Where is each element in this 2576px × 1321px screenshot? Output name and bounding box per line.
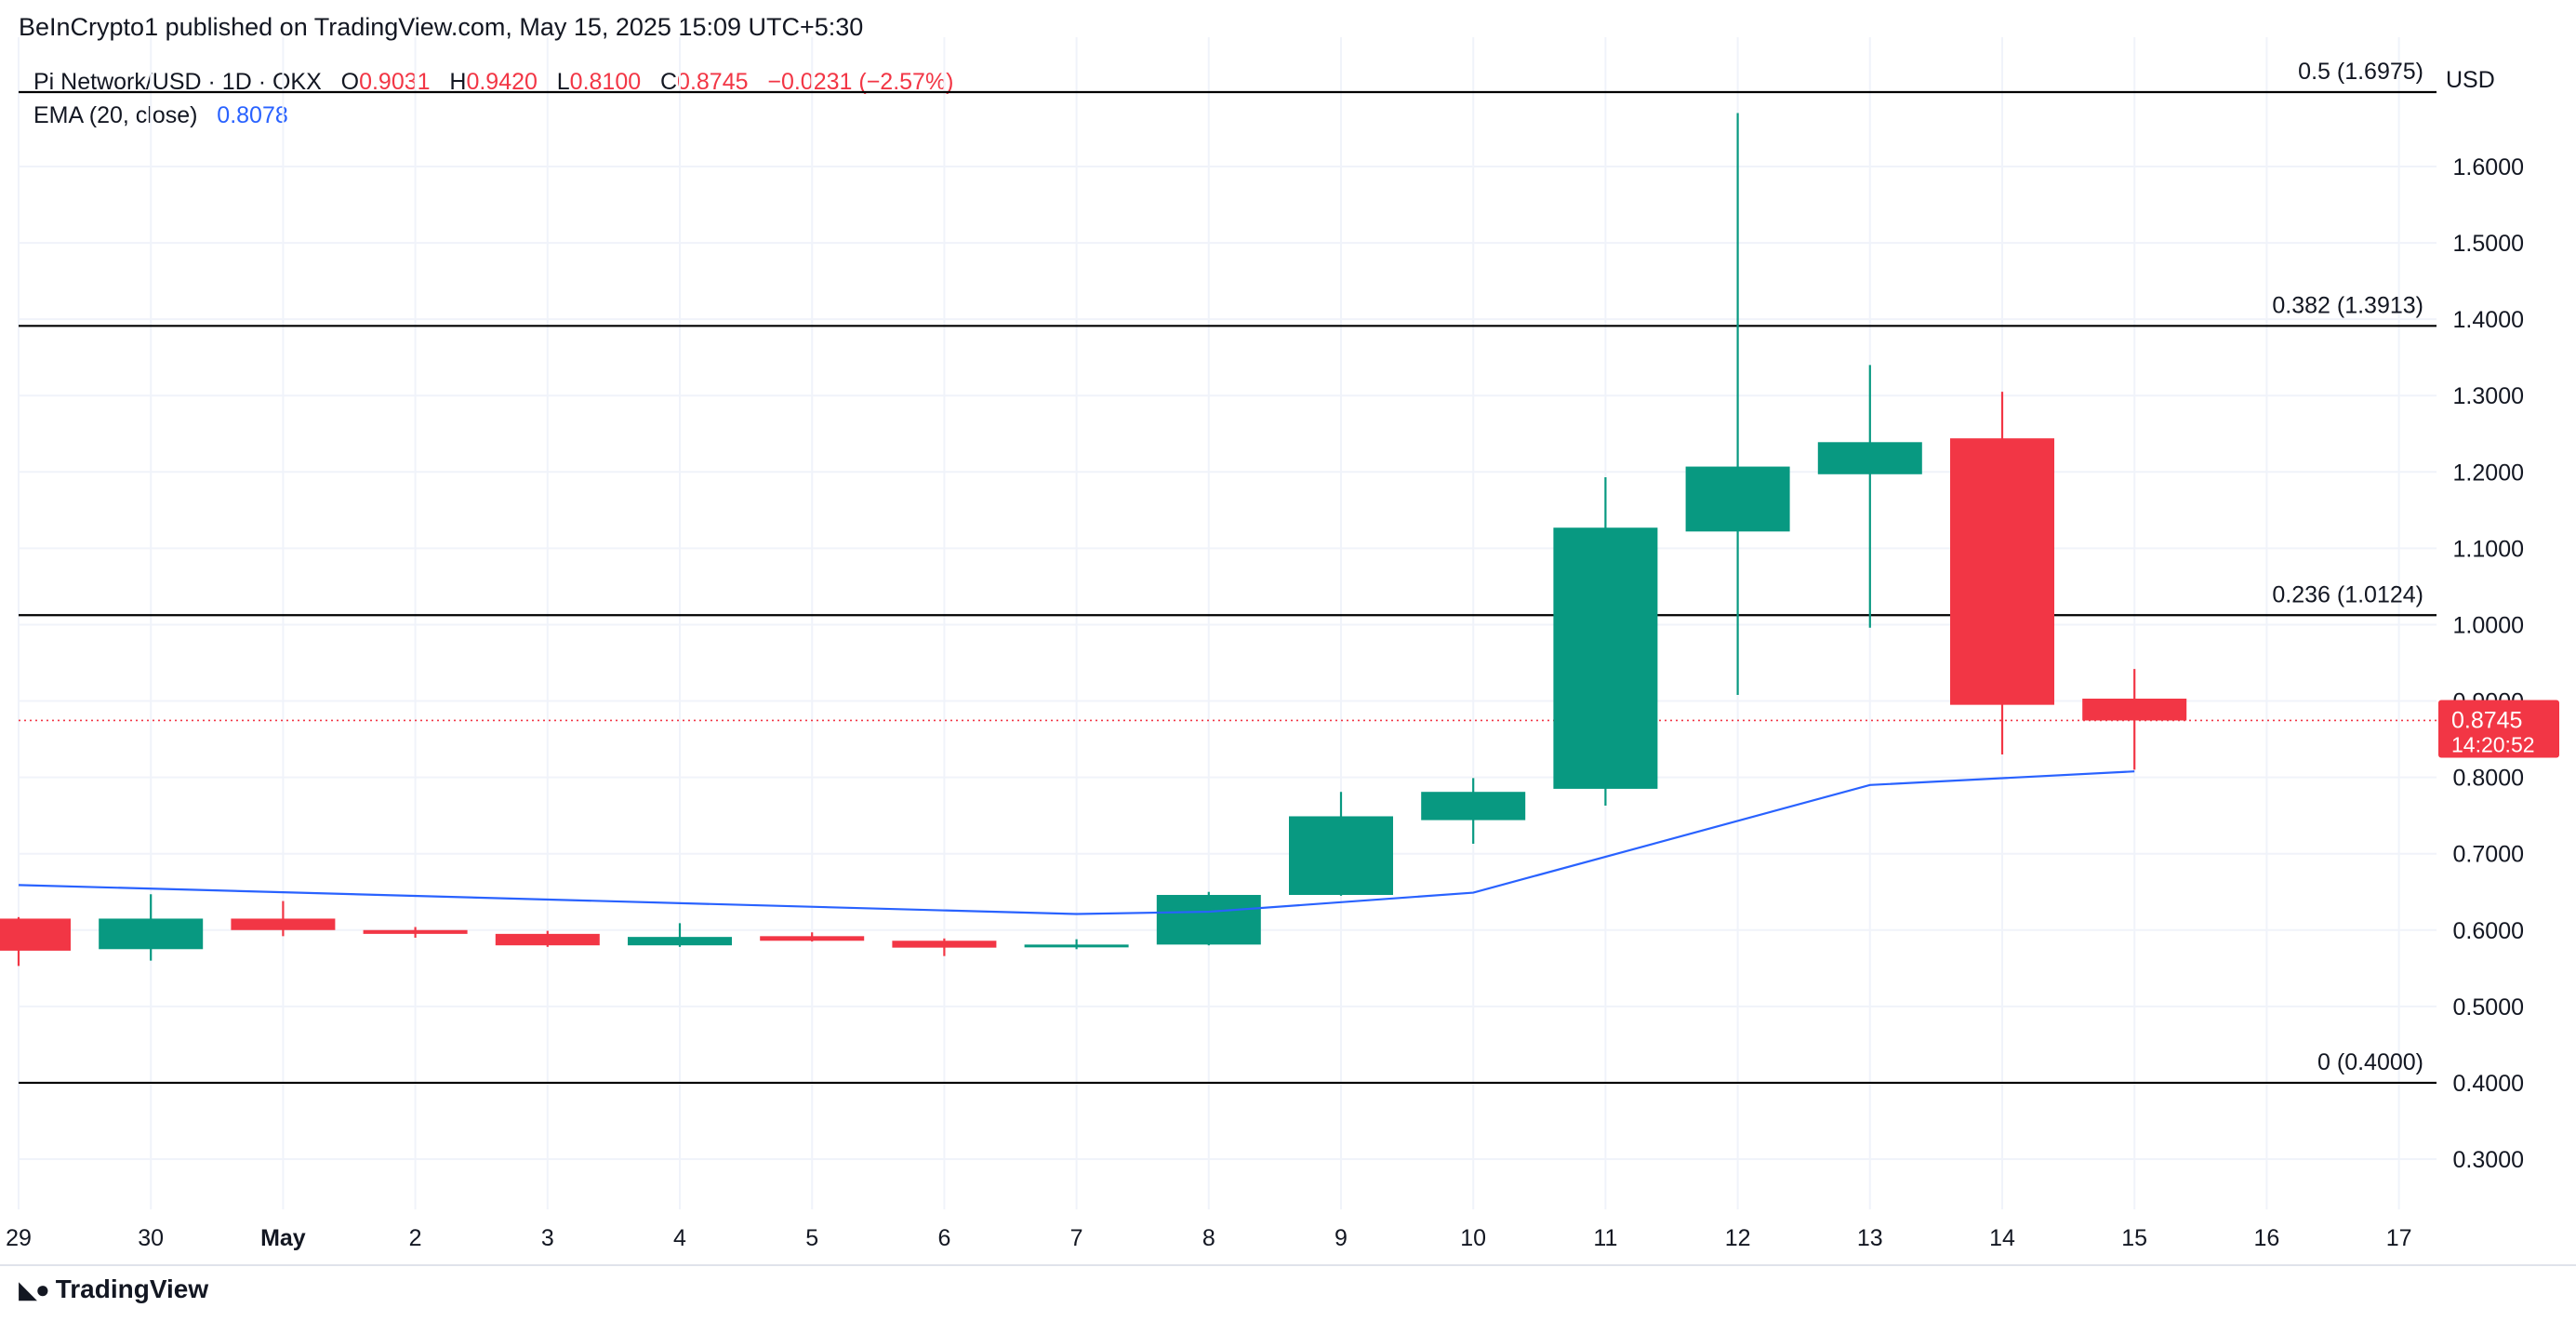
symbol-name[interactable]: Pi Network/USD · 1D · OKX: [33, 69, 322, 95]
close-value: 0.8745: [677, 69, 749, 95]
x-tick-label: 7: [1070, 1225, 1083, 1251]
candle-body: [99, 918, 204, 950]
ema-line: [18, 770, 2135, 915]
symbol-legend-row[interactable]: Pi Network/USD · 1D · OKX O0.9031 H0.942…: [33, 65, 954, 99]
candle-body: [1289, 816, 1393, 896]
y-tick-label: 0.3000: [2453, 1147, 2524, 1173]
x-tick-label: 3: [541, 1225, 554, 1251]
ema-legend-row[interactable]: EMA (20, close) 0.8078: [33, 99, 954, 132]
candle-body: [2082, 698, 2187, 721]
brand-name: TradingView: [55, 1274, 209, 1303]
y-axis[interactable]: 0.30000.40000.50000.60000.70000.80000.90…: [2453, 154, 2524, 1173]
y-tick-label: 1.1000: [2453, 536, 2524, 562]
price-tag-countdown: 14:20:52: [2451, 732, 2535, 756]
x-tick-label: 10: [1460, 1225, 1486, 1251]
x-tick-label: 16: [2253, 1225, 2279, 1251]
price-tag-bg: [2438, 700, 2559, 758]
y-tick-label: 0.4000: [2453, 1071, 2524, 1097]
close-label: C: [659, 69, 678, 95]
candle-body: [1685, 466, 1790, 532]
y-tick-label: 0.7000: [2453, 842, 2524, 868]
x-tick-label: 17: [2386, 1225, 2412, 1251]
candle-body: [0, 918, 71, 951]
x-tick-label: 2: [409, 1225, 422, 1251]
candle-body: [892, 941, 997, 948]
x-tick-label: 8: [1202, 1225, 1215, 1251]
candle-body: [1024, 944, 1129, 948]
x-tick-label: 11: [1593, 1225, 1617, 1251]
candles: [0, 113, 2187, 967]
fib-levels: 0.5 (1.6975) 0.382 (1.3913) 0.236 (1.0124)…: [19, 59, 2437, 1085]
candle-body: [760, 936, 865, 941]
x-tick-label: 13: [1857, 1225, 1883, 1251]
change-value: −0.0231 (−2.57%): [767, 69, 954, 95]
open-value: 0.9031: [359, 69, 431, 95]
chart-legend: Pi Network/USD · 1D · OKX O0.9031 H0.942…: [33, 65, 954, 132]
price-tag: 0.8745 14:20:52: [2438, 700, 2559, 758]
x-tick-label: 5: [805, 1225, 818, 1251]
price-tag-value: 0.8745: [2451, 707, 2522, 733]
y-tick-label: 1.5000: [2453, 231, 2524, 257]
x-tick-label: 15: [2121, 1225, 2147, 1251]
y-tick-label: 0.6000: [2453, 918, 2524, 944]
publisher-line: BeInCrypto1 published on TradingView.com…: [19, 13, 864, 41]
currency-label[interactable]: USD: [2446, 67, 2495, 93]
x-tick-label: 30: [138, 1225, 164, 1251]
candle-body: [1421, 792, 1526, 821]
x-axis[interactable]: 29 30 May 2 3 4 5 6 7 8 9 10 11 12 13 14 15 16 17: [6, 1225, 2411, 1251]
candle-body: [1950, 438, 2054, 705]
x-tick-label: 4: [673, 1225, 686, 1251]
x-tick-label: 29: [6, 1225, 32, 1251]
fib-label: 0.382 (1.3913): [2272, 292, 2423, 318]
high-value: 0.9420: [466, 69, 538, 95]
high-label: H: [449, 69, 467, 95]
candle-body: [363, 929, 468, 934]
y-tick-label: 1.0000: [2453, 612, 2524, 638]
candle-body: [231, 918, 336, 930]
candle-body: [1553, 527, 1658, 789]
x-tick-label: 6: [937, 1225, 950, 1251]
y-tick-label: 1.6000: [2453, 154, 2524, 180]
low-label: L: [556, 69, 570, 95]
y-tick-label: 1.3000: [2453, 383, 2524, 409]
grid-lines: [18, 37, 2437, 1209]
open-label: O: [340, 69, 360, 95]
candle-body: [1817, 442, 1922, 474]
y-tick-label: 0.5000: [2453, 994, 2524, 1021]
x-tick-label: 12: [1725, 1225, 1751, 1251]
ema-label[interactable]: EMA (20, close): [33, 102, 198, 128]
fib-label: 0 (0.4000): [2317, 1049, 2423, 1075]
x-tick-label: 14: [1989, 1225, 2015, 1251]
x-tick-label: 9: [1334, 1225, 1348, 1251]
candle-body: [628, 937, 732, 946]
y-tick-label: 0.8000: [2453, 766, 2524, 792]
x-tick-label: May: [260, 1225, 306, 1251]
y-tick-label: 1.2000: [2453, 460, 2524, 486]
candle-body: [495, 933, 600, 946]
fib-label: 0.236 (1.0124): [2272, 581, 2423, 607]
ema-value: 0.8078: [217, 102, 288, 128]
tradingview-brand[interactable]: ◣● TradingView: [19, 1274, 208, 1304]
y-tick-label: 1.4000: [2453, 307, 2524, 333]
tradingview-logo-icon: ◣●: [19, 1274, 50, 1303]
candle-body: [1156, 895, 1261, 945]
low-value: 0.8100: [569, 69, 642, 95]
fib-label: 0.5 (1.6975): [2298, 59, 2423, 85]
